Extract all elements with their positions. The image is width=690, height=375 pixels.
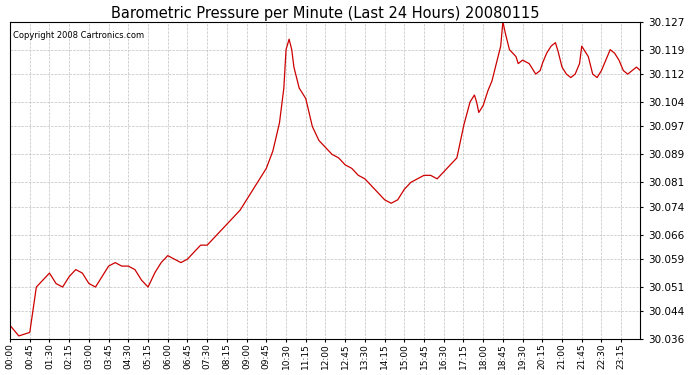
Title: Barometric Pressure per Minute (Last 24 Hours) 20080115: Barometric Pressure per Minute (Last 24 … [111, 6, 540, 21]
Text: Copyright 2008 Cartronics.com: Copyright 2008 Cartronics.com [13, 31, 144, 40]
